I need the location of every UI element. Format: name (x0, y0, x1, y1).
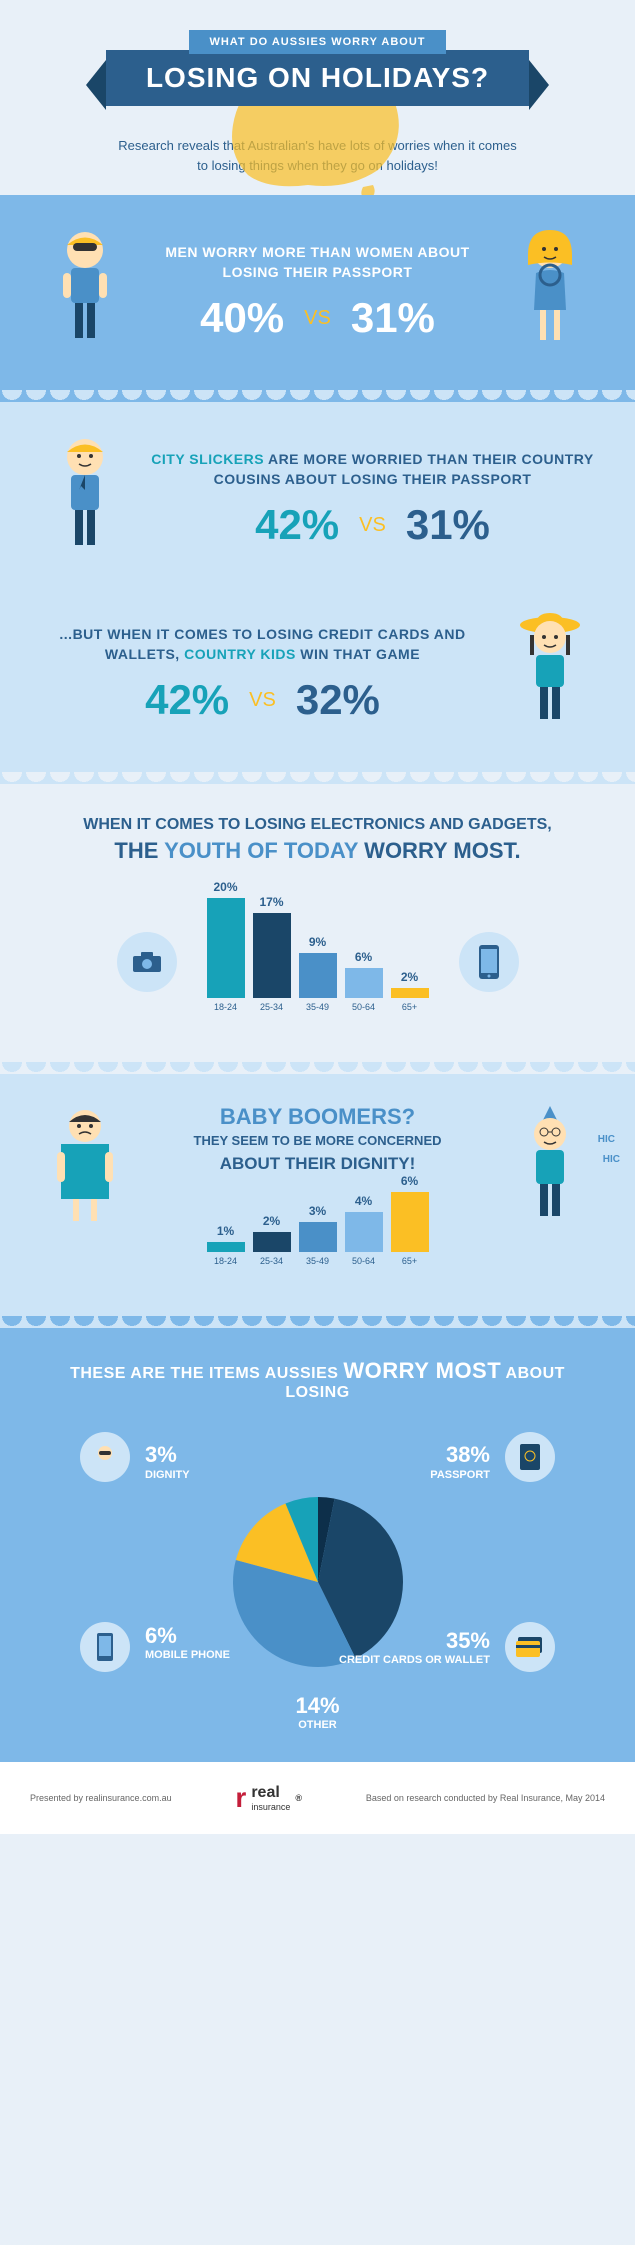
section-youth-gadgets: WHEN IT COMES TO LOSING ELECTRONICS AND … (0, 784, 635, 1062)
header-section: WHAT DO AUSSIES WORRY ABOUT LOSING ON HO… (0, 0, 635, 195)
banner-main: LOSING ON HOLIDAYS? (106, 50, 529, 106)
camera-icon (117, 932, 177, 992)
vs-label: VS (304, 307, 331, 330)
s2-left: 42% (255, 501, 339, 549)
other-label: 14% OTHER (295, 1693, 339, 1733)
logo-text: real (251, 1784, 290, 1802)
s1-stats: 40% VS 31% (150, 294, 485, 342)
section-men-women: MEN WORRY MORE THAN WOMEN ABOUT LOSING T… (0, 195, 635, 390)
footer-presented: Presented by realinsurance.com.au (30, 1793, 172, 1803)
country-girl (505, 607, 595, 742)
s1-headline: MEN WORRY MORE THAN WOMEN ABOUT LOSING T… (150, 243, 485, 282)
infographic-container: WHAT DO AUSSIES WORRY ABOUT LOSING ON HO… (0, 0, 635, 1834)
hic-text: HIC (598, 1134, 615, 1145)
hic-text: HIC (603, 1154, 620, 1165)
vs-label: VS (249, 689, 276, 712)
footer: Presented by realinsurance.com.au r real… (0, 1762, 635, 1834)
section-city-country: CITY SLICKERS ARE MORE WORRIED THAN THEI… (0, 402, 635, 597)
s2-stats: 42% VS 31% (150, 501, 595, 549)
s2-headline: CITY SLICKERS ARE MORE WORRIED THAN THEI… (150, 450, 595, 489)
vs-label: VS (359, 514, 386, 537)
s6-em: WORRY MOST (343, 1358, 501, 1383)
dignity-label: 3% DIGNITY (145, 1442, 190, 1482)
city-character (40, 432, 130, 567)
s5-title: BABY BOOMERS? THEY SEEM TO BE MORE CONCE… (150, 1104, 485, 1176)
party-boomer: HIC HIC (505, 1104, 595, 1239)
divider (0, 390, 635, 402)
s2-hl: CITY SLICKERS (151, 451, 264, 467)
s4-post: WORRY MOST. (358, 838, 521, 863)
logo-sub: insurance (251, 1802, 290, 1812)
section-boomers: BABY BOOMERS? THEY SEEM TO BE MORE CONCE… (0, 1074, 635, 1316)
dignity-icon (80, 1432, 130, 1482)
mobile-icon (80, 1622, 130, 1672)
logo-r: r (235, 1782, 246, 1814)
mobile-label: 6% MOBILE PHONE (145, 1623, 230, 1663)
divider (0, 772, 635, 784)
s1-left: 40% (200, 294, 284, 342)
s5-q: BABY BOOMERS? (150, 1104, 485, 1130)
man-character (40, 225, 130, 360)
s6-title: THESE ARE THE ITEMS AUSSIES WORRY MOST A… (40, 1358, 595, 1402)
s5-sub2: ABOUT THEIR DIGNITY! (150, 1152, 485, 1176)
s4-t1: WHEN IT COMES TO LOSING ELECTRONICS AND … (40, 814, 595, 836)
s1-right: 31% (351, 294, 435, 342)
cards-icon (505, 1622, 555, 1672)
footer-credit: Based on research conducted by Real Insu… (366, 1793, 605, 1803)
section-worry-most: THESE ARE THE ITEMS AUSSIES WORRY MOST A… (0, 1328, 635, 1762)
s3-hl: COUNTRY KIDS (184, 646, 296, 662)
phone-icon (459, 932, 519, 992)
passport-label: 38% PASSPORT (430, 1442, 490, 1482)
youth-bar-chart: 20%18-2417%25-349%35-496%50-642%65+ (207, 892, 429, 1032)
s4-hl: YOUTH OF TODAY (164, 838, 358, 863)
s4-title: WHEN IT COMES TO LOSING ELECTRONICS AND … (40, 814, 595, 867)
s2-rest: ARE MORE WORRIED THAN THEIR COUNTRY COUS… (214, 451, 594, 487)
s3-stats: 42% VS 32% (40, 676, 485, 724)
s3-headline: ...BUT WHEN IT COMES TO LOSING CREDIT CA… (40, 625, 485, 664)
woman-character (505, 225, 595, 360)
passport-icon (505, 1432, 555, 1482)
cards-label: 35% CREDIT CARDS OR WALLET (339, 1628, 490, 1668)
divider (0, 1062, 635, 1074)
s3-left: 42% (145, 676, 229, 724)
logo: r real insurance ® (235, 1782, 302, 1814)
divider (0, 1316, 635, 1328)
s2-right: 31% (406, 501, 490, 549)
s5-sub1: THEY SEEM TO BE MORE CONCERNED (150, 1132, 485, 1150)
boomer-bar-chart: 1%18-242%25-343%35-494%50-646%65+ (150, 1196, 485, 1286)
banner-top: WHAT DO AUSSIES WORRY ABOUT (189, 30, 445, 54)
section-country-kids: ...BUT WHEN IT COMES TO LOSING CREDIT CA… (0, 597, 635, 772)
s6-pre: THESE ARE THE ITEMS AUSSIES (70, 1365, 343, 1382)
pie-chart-wrap: 3% DIGNITY 38% PASSPORT 6% MOBILE PHONE … (40, 1432, 595, 1732)
s3-l2: WIN THAT GAME (296, 646, 420, 662)
s4-pre: THE (114, 838, 164, 863)
s3-right: 32% (296, 676, 380, 724)
dignity-character (40, 1104, 130, 1239)
